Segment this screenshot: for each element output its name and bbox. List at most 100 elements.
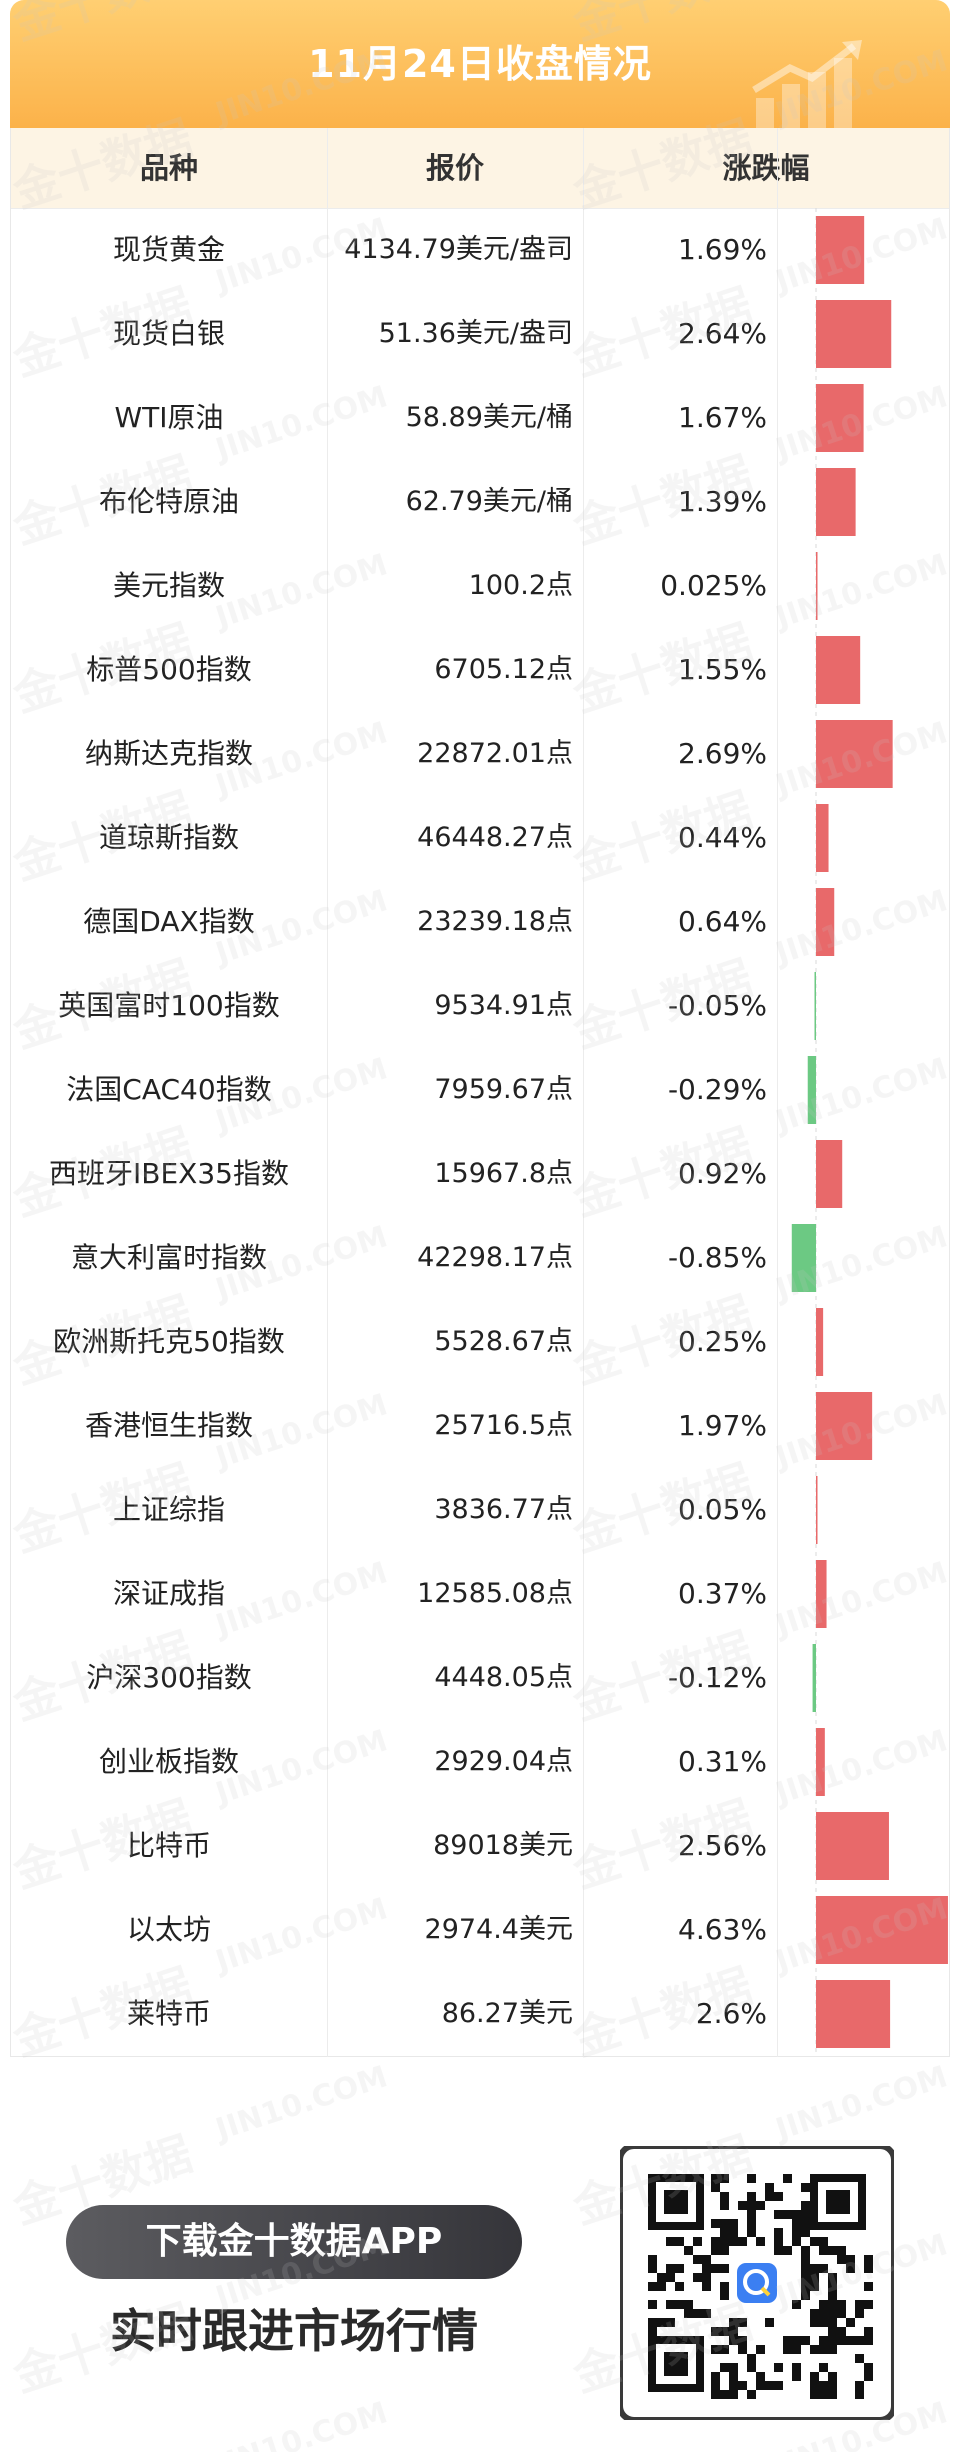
instrument-name: 欧洲斯托克50指数	[53, 1325, 285, 1358]
instrument-change: 0.31%	[678, 1745, 767, 1778]
instrument-name: 莱特币	[126, 1997, 211, 2030]
column-divider	[777, 128, 778, 2057]
instrument-price: 5528.67点	[434, 1326, 573, 1357]
instrument-change: 1.97%	[678, 1409, 767, 1442]
change-bar-chart	[791, 208, 948, 2056]
instrument-change: 0.025%	[660, 569, 767, 602]
instrument-name: 布伦特原油	[98, 485, 239, 518]
table-header: 品种 报价 涨跌幅	[11, 128, 949, 209]
change-bar	[816, 1980, 891, 2048]
instrument-name: WTI原油	[114, 401, 224, 434]
instrument-price: 89018美元	[433, 1830, 573, 1861]
instrument-price: 6705.12点	[434, 654, 573, 685]
instrument-change: 1.55%	[678, 653, 767, 686]
table-row: 布伦特原油 62.79美元/桶 1.39%	[11, 460, 949, 544]
column-header-name: 品种	[139, 151, 198, 185]
download-app-button[interactable]: 下载金十数据APP	[66, 2205, 522, 2279]
table-row: 标普500指数 6705.12点 1.55%	[11, 628, 949, 712]
instrument-name: 德国DAX指数	[83, 905, 255, 938]
instrument-price: 4134.79美元/盎司	[344, 234, 573, 265]
instrument-price: 4448.05点	[434, 1662, 573, 1693]
market-close-table: 品种 报价 涨跌幅 现货黄金 4134.79美元/盎司 1.69% 现货白银 51.36…	[10, 128, 950, 2057]
change-bar	[816, 1560, 827, 1628]
instrument-name: 创业板指数	[98, 1745, 239, 1778]
change-bar	[816, 216, 865, 284]
change-bar	[816, 888, 835, 956]
change-bar	[816, 468, 856, 536]
instrument-price: 46448.27点	[417, 822, 573, 853]
instrument-change: 2.64%	[678, 317, 767, 350]
instrument-name: 道琼斯指数	[98, 821, 239, 854]
instrument-price: 12585.08点	[417, 1578, 573, 1609]
instrument-price: 86.27美元	[441, 1998, 573, 2029]
instrument-name: 美元指数	[112, 569, 225, 602]
instrument-change: 1.69%	[678, 233, 767, 266]
instrument-change: 4.63%	[678, 1913, 767, 1946]
instrument-name: 上证综指	[112, 1493, 225, 1526]
change-bar	[816, 552, 818, 620]
instrument-name: 香港恒生指数	[84, 1409, 253, 1442]
change-bar	[807, 1056, 816, 1124]
change-bar	[814, 972, 816, 1040]
instrument-price: 51.36美元/盎司	[378, 318, 573, 349]
instrument-price: 15967.8点	[434, 1158, 573, 1189]
table-row: 纳斯达克指数 22872.01点 2.69%	[11, 712, 949, 796]
instrument-change: 2.6%	[695, 1997, 767, 2030]
instrument-change: 1.39%	[678, 485, 767, 518]
column-header-change: 涨跌幅	[722, 151, 810, 185]
table-row: 西班牙IBEX35指数 15967.8点 0.92%	[11, 1132, 949, 1216]
table-row: 莱特币 86.27美元 2.6%	[11, 1972, 949, 2056]
change-bar	[816, 1140, 843, 1208]
instrument-price: 58.89美元/桶	[405, 402, 573, 433]
instrument-change: 0.44%	[678, 821, 767, 854]
table-row: 沪深300指数 4448.05点 -0.12%	[11, 1636, 949, 1720]
change-bar	[791, 1224, 816, 1292]
instrument-change: -0.05%	[667, 989, 767, 1022]
instrument-price: 25716.5点	[434, 1410, 573, 1441]
table-row: 香港恒生指数 25716.5点 1.97%	[11, 1384, 949, 1468]
table-row: 欧洲斯托克50指数 5528.67点 0.25%	[11, 1300, 949, 1384]
change-bar	[816, 1476, 818, 1544]
table-row: 英国富时100指数 9534.91点 -0.05%	[11, 964, 949, 1048]
instrument-name: 现货黄金	[112, 233, 225, 266]
instrument-name: 现货白银	[112, 317, 225, 350]
table-row: 比特币 89018美元 2.56%	[11, 1804, 949, 1888]
change-bar	[816, 1308, 824, 1376]
column-header-price: 报价	[425, 151, 484, 185]
instrument-change: -0.29%	[667, 1073, 767, 1106]
instrument-price: 3836.77点	[434, 1494, 573, 1525]
table-row: 意大利富时指数 42298.17点 -0.85%	[11, 1216, 949, 1300]
qr-code-image	[617, 2143, 897, 2423]
table-row: 以太坊 2974.4美元 4.63%	[11, 1888, 949, 1972]
column-divider	[327, 128, 328, 2057]
change-bar	[816, 720, 893, 788]
instrument-name: 意大利富时指数	[70, 1241, 267, 1274]
instrument-price: 22872.01点	[417, 738, 573, 769]
table-row: 德国DAX指数 23239.18点 0.64%	[11, 880, 949, 964]
change-bar	[812, 1644, 816, 1712]
instrument-name: 英国富时100指数	[58, 989, 280, 1022]
table-row: 创业板指数 2929.04点 0.31%	[11, 1720, 949, 1804]
instrument-price: 100.2点	[468, 570, 573, 601]
instrument-name: 纳斯达克指数	[84, 737, 253, 770]
table-row: WTI原油 58.89美元/桶 1.67%	[11, 376, 949, 460]
instrument-name: 法国CAC40指数	[66, 1073, 272, 1106]
instrument-change: 0.64%	[678, 905, 767, 938]
instrument-price: 23239.18点	[417, 906, 573, 937]
instrument-price: 42298.17点	[417, 1242, 573, 1273]
instrument-name: 西班牙IBEX35指数	[49, 1157, 289, 1190]
change-bar	[816, 1896, 948, 1964]
instrument-change: 2.56%	[678, 1829, 767, 1862]
instrument-change: 1.67%	[678, 401, 767, 434]
app-logo-icon	[737, 2263, 777, 2303]
page-title: 11月24日收盘情况	[308, 42, 652, 86]
instrument-change: 0.25%	[678, 1325, 767, 1358]
instrument-change: -0.85%	[667, 1241, 767, 1274]
instrument-change: 0.05%	[678, 1493, 767, 1526]
instrument-price: 9534.91点	[434, 990, 573, 1021]
change-bar	[816, 1728, 825, 1796]
instrument-change: 0.37%	[678, 1577, 767, 1610]
instrument-name: 比特币	[126, 1829, 211, 1862]
instrument-change: -0.12%	[667, 1661, 767, 1694]
instrument-change: 0.92%	[678, 1157, 767, 1190]
